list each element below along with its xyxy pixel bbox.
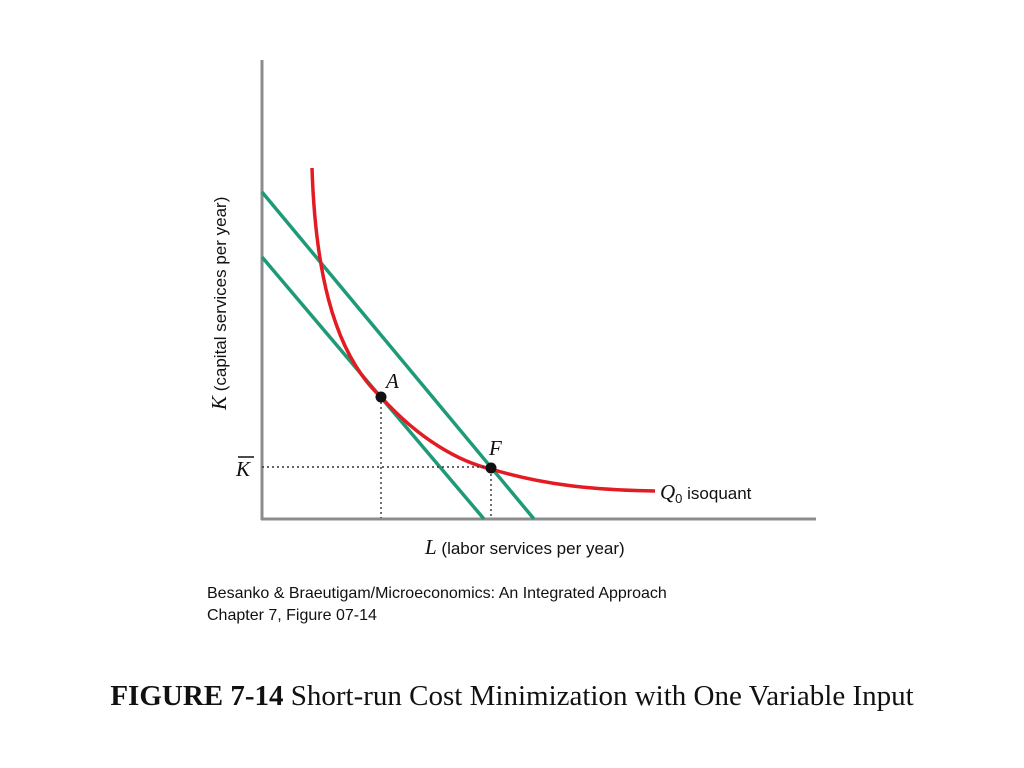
y-axis-variable: K [207,395,231,411]
x-axis-variable: L [424,535,437,559]
point-f-marker [485,462,497,474]
figure-number: FIGURE 7-14 [110,680,284,712]
y-axis-description: (capital services per year) [211,197,230,396]
kbar-label: K [235,457,251,481]
source-line-2: Chapter 7, Figure 07-14 [207,607,377,624]
source-citation: Besanko & Braeutigam/Microeconomics: An … [207,583,667,627]
isoquant-label: Q0 isoquant [660,480,752,506]
isoquant-text: isoquant [682,484,751,503]
point-a-marker [375,391,387,403]
isoquant-q: Q [660,480,675,504]
isoquant-curve [310,167,656,493]
x-axis-label: L (labor services per year) [424,535,625,559]
source-line-1: Besanko & Braeutigam/Microeconomics: An … [207,585,667,602]
isoquant-subscript: 0 [675,491,682,506]
y-axis-label: K (capital services per year) [207,197,231,411]
figure-caption: FIGURE 7-14 Short-run Cost Minimization … [0,680,1024,713]
figure-title: Short-run Cost Minimization with One Var… [290,680,914,712]
point-f-label: F [488,436,502,460]
point-a-label: A [384,369,399,393]
x-axis-description: (labor services per year) [437,539,625,558]
